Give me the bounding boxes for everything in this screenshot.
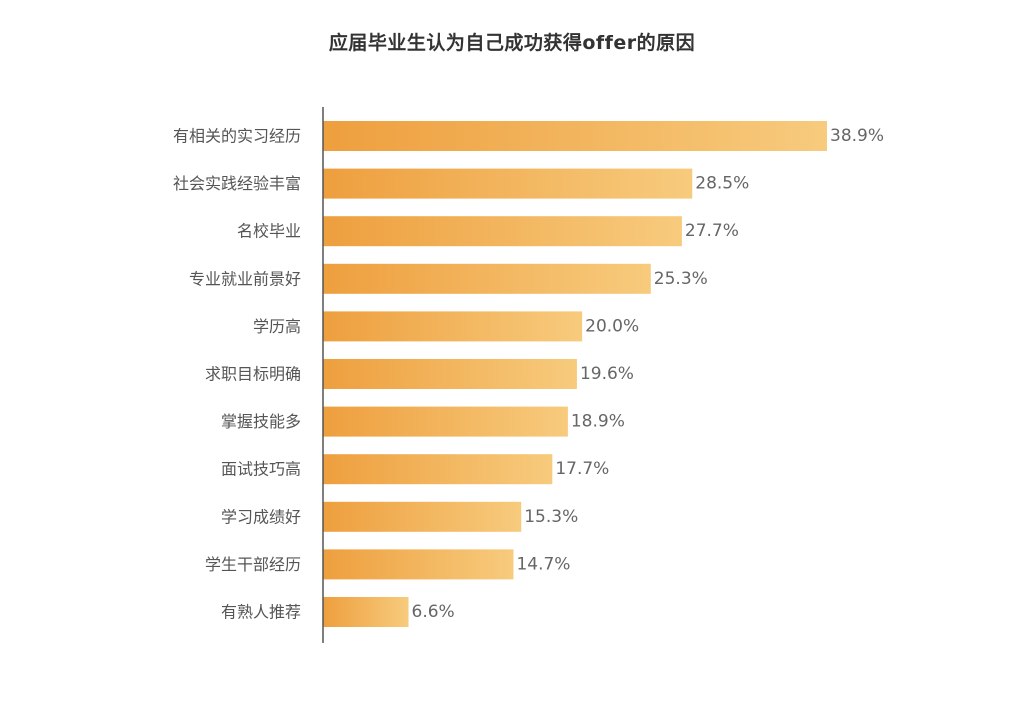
category-label: 掌握技能多 [221,412,301,431]
bar [323,454,553,485]
bar [323,406,568,437]
value-label: 6.6% [412,602,455,622]
bar [323,501,522,532]
value-label: 14.7% [516,554,570,574]
bar [323,597,409,627]
value-labels-group: 38.9% 28.5% 27.7% 25.3% 20.0% 19.6% 18.9% 17.7%… [412,126,885,622]
category-label: 面试技巧高 [221,460,301,479]
category-label: 学生干部经历 [205,555,301,574]
bar [323,359,577,389]
bars-group [323,121,827,627]
category-label: 有熟人推荐 [221,603,301,622]
value-label: 28.5% [695,174,749,194]
bar [323,549,514,580]
value-label: 19.6% [580,364,634,384]
bar [323,216,682,247]
bar [323,168,693,199]
bar [323,121,827,151]
value-label: 20.0% [585,316,639,336]
category-labels-group: 有相关的实习经历社会实践经验丰富名校毕业专业就业前景好学历高求职目标明确掌握技能… [173,127,301,622]
value-label: 17.7% [555,459,609,479]
value-label: 25.3% [654,269,708,289]
category-label: 名校毕业 [237,222,301,241]
value-label: 27.7% [685,221,739,241]
value-label: 38.9% [830,126,884,146]
bar [323,263,651,294]
category-label: 社会实践经验丰富 [173,174,301,193]
category-label: 学习成绩好 [221,507,301,526]
category-label: 有相关的实习经历 [173,127,301,146]
category-label: 求职目标明确 [205,365,301,384]
value-label: 18.9% [571,412,625,432]
category-label: 专业就业前景好 [189,269,301,288]
chart-title: 应届毕业生认为自己成功获得offer的原因 [328,32,696,54]
value-label: 15.3% [524,507,578,527]
category-label: 学历高 [253,317,301,336]
bar [323,311,583,342]
